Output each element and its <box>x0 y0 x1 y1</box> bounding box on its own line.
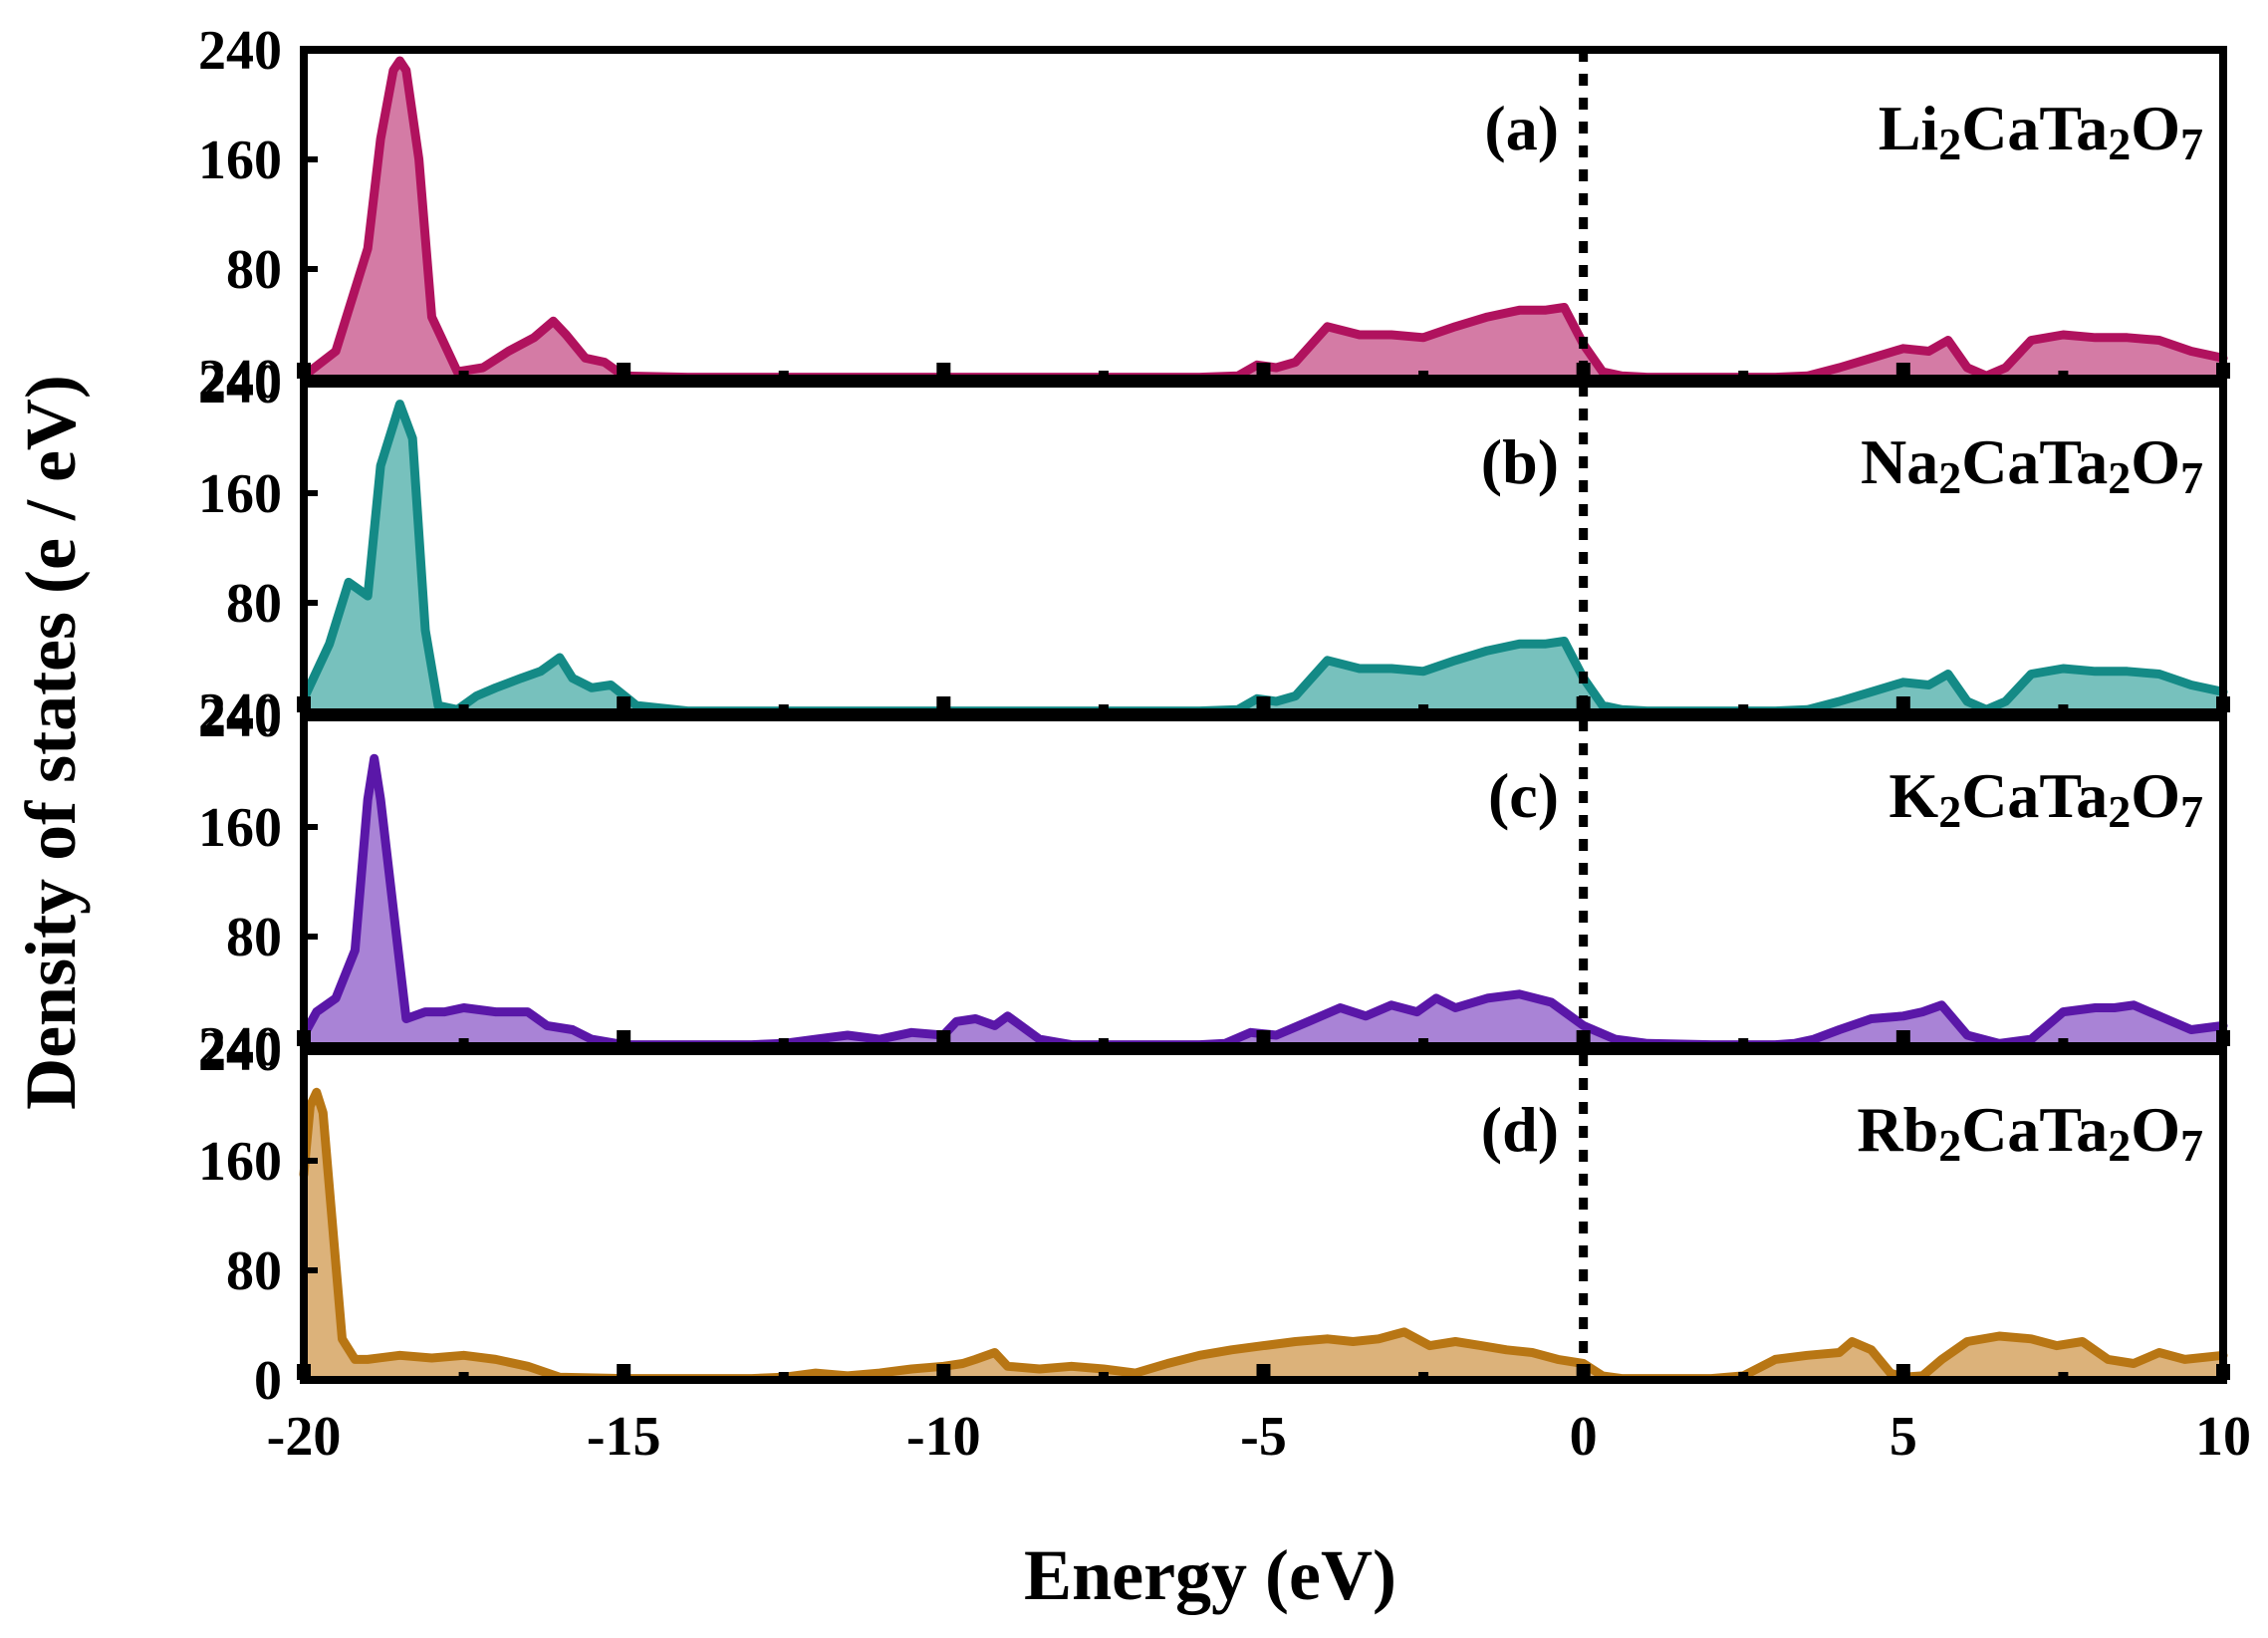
formula-part: 2 <box>2108 1120 2131 1171</box>
y-axis-title: Density of states (e / eV) <box>11 375 91 1110</box>
formula-part: O <box>2131 93 2180 163</box>
formula-part: Li <box>1879 93 1938 163</box>
dos-area-b <box>304 404 2223 712</box>
y-tick-label: 80 <box>226 1240 282 1302</box>
x-tick-label: 5 <box>1890 1406 1917 1468</box>
y-tick-label: 80 <box>226 907 282 968</box>
panel-label-d: (d) <box>1481 1094 1559 1165</box>
x-tick-label: -20 <box>267 1406 342 1468</box>
y-tick-label: 240 <box>198 20 282 82</box>
x-tick-label: -15 <box>587 1406 661 1468</box>
panel-frame-a <box>300 46 2227 383</box>
formula-part: 7 <box>2180 786 2203 837</box>
compound-formula-a: Li2CaTa2O7 <box>1879 93 2203 169</box>
panel-frame-d <box>300 1047 2227 1384</box>
dos-area-d <box>304 1092 2223 1380</box>
formula-part: 2 <box>1938 452 1961 503</box>
y-tick-label: 160 <box>198 797 282 859</box>
formula-part: CaTa <box>1961 93 2108 163</box>
y-tick-label: 160 <box>198 1131 282 1193</box>
y-tick-label: 240 <box>198 1016 282 1078</box>
formula-part: 7 <box>2180 1120 2203 1171</box>
y-tick-label: 240 <box>198 349 282 410</box>
x-tick-label: -10 <box>906 1406 981 1468</box>
panel-frame-c <box>300 713 2227 1050</box>
formula-part: O <box>2131 426 2180 497</box>
formula-part: Na <box>1861 426 1938 497</box>
panel-label-b: (b) <box>1481 426 1559 497</box>
formula-part: CaTa <box>1961 760 2108 831</box>
compound-formula-b: Na2CaTa2O7 <box>1861 426 2203 503</box>
y-tick-label: 80 <box>226 239 282 301</box>
y-tick-label: 240 <box>198 682 282 744</box>
panel-label-c: (c) <box>1488 760 1559 831</box>
dos-area-a <box>304 61 2223 379</box>
panel-label-a: (a) <box>1484 93 1559 163</box>
formula-part: 2 <box>1938 119 1961 169</box>
compound-formula-c: K2CaTa2O7 <box>1889 760 2203 837</box>
x-tick-label: 10 <box>2195 1406 2251 1468</box>
y-tick-label: 240 <box>198 1021 282 1083</box>
formula-part: O <box>2131 1094 2180 1165</box>
compound-formula-d: Rb2CaTa2O7 <box>1857 1094 2203 1171</box>
formula-part: CaTa <box>1961 426 2108 497</box>
y-tick-label: 0 <box>254 1350 282 1412</box>
x-tick-label: -5 <box>1240 1406 1287 1468</box>
formula-part: 2 <box>2108 786 2131 837</box>
formula-part: 7 <box>2180 452 2203 503</box>
x-axis: -20 -15 -10 -5 0 5 10 <box>267 50 2251 1468</box>
formula-part: O <box>2131 760 2180 831</box>
x-tick-label: 0 <box>1570 1406 1598 1468</box>
formula-part: Rb <box>1857 1094 1938 1165</box>
formula-part: K <box>1889 760 1938 831</box>
formula-part: CaTa <box>1961 1094 2108 1165</box>
dos-curve-b <box>299 400 2228 716</box>
x-axis-title: Energy (eV) <box>1024 1535 1396 1615</box>
y-tick-label: 240 <box>198 687 282 749</box>
y-tick-label: 160 <box>198 130 282 191</box>
formula-part: 2 <box>1938 1120 1961 1171</box>
formula-part: 2 <box>1938 786 1961 837</box>
panel-frame-b <box>300 380 2227 716</box>
dos-curve-a <box>299 56 2228 383</box>
formula-part: 2 <box>2108 119 2131 169</box>
dos-area-c <box>304 758 2223 1046</box>
y-tick-label: 240 <box>198 354 282 415</box>
formula-part: 7 <box>2180 119 2203 169</box>
formula-part: 2 <box>2108 452 2131 503</box>
y-tick-label: 160 <box>198 463 282 525</box>
y-tick-label: 80 <box>226 573 282 635</box>
